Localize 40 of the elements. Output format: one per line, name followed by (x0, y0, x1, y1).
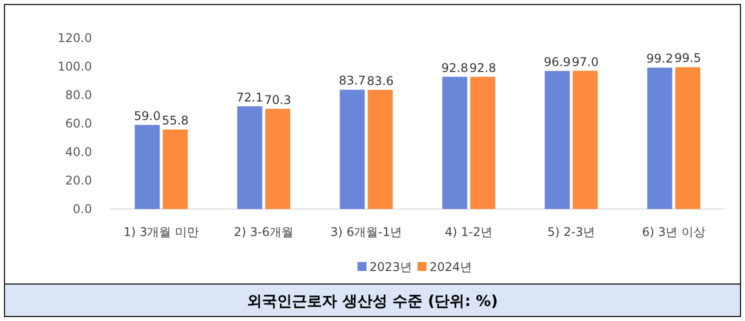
bar (162, 129, 188, 209)
x-tick-label: 2) 3-6개월 (234, 225, 294, 239)
x-tick-label: 5) 2-3년 (547, 225, 596, 239)
y-tick-label: 40.0 (65, 145, 92, 159)
bar (470, 76, 496, 209)
x-tick-label: 6) 3년 이상 (642, 225, 706, 239)
data-label: 83.6 (366, 74, 394, 88)
data-label: 99.2 (646, 52, 674, 66)
bar (340, 90, 365, 209)
bar (442, 76, 468, 209)
y-tick-label: 20.0 (65, 174, 92, 188)
y-tick-label: 0.0 (72, 202, 92, 216)
data-label: 99.5 (674, 51, 702, 66)
data-label: 97.0 (572, 54, 599, 69)
data-label: 92.8 (441, 60, 468, 75)
x-tick-label: 3) 6개월-1년 (330, 225, 402, 239)
text: 외국인근로자 생산성 수준 (단위: %) (247, 292, 498, 310)
data-label: 59.0 (134, 108, 161, 123)
data-label: 70.3 (264, 92, 292, 107)
y-tick-label: 80.0 (65, 88, 92, 102)
bar (134, 124, 160, 209)
bar (647, 68, 672, 209)
data-label: 92.8 (469, 60, 496, 75)
y-tick-label: 120.0 (58, 31, 92, 45)
y-tick-label: 100.0 (58, 60, 92, 74)
data-label: 55.8 (162, 113, 189, 128)
x-tick-label: 1) 3개월 미만 (123, 225, 200, 239)
data-label: 72.1 (236, 90, 264, 104)
bar (572, 70, 598, 209)
legend-label: 2023년 (370, 260, 412, 274)
bar (368, 90, 393, 209)
bar (265, 108, 290, 209)
data-label: 96.9 (544, 54, 571, 69)
bar (675, 67, 700, 209)
bar (237, 106, 262, 209)
x-tick-label: 4) 1-2년 (444, 225, 493, 239)
bar (544, 70, 570, 209)
y-tick-label: 60.0 (65, 116, 92, 130)
data-label: 83.7 (338, 74, 366, 88)
legend-label: 2024년 (430, 260, 472, 274)
